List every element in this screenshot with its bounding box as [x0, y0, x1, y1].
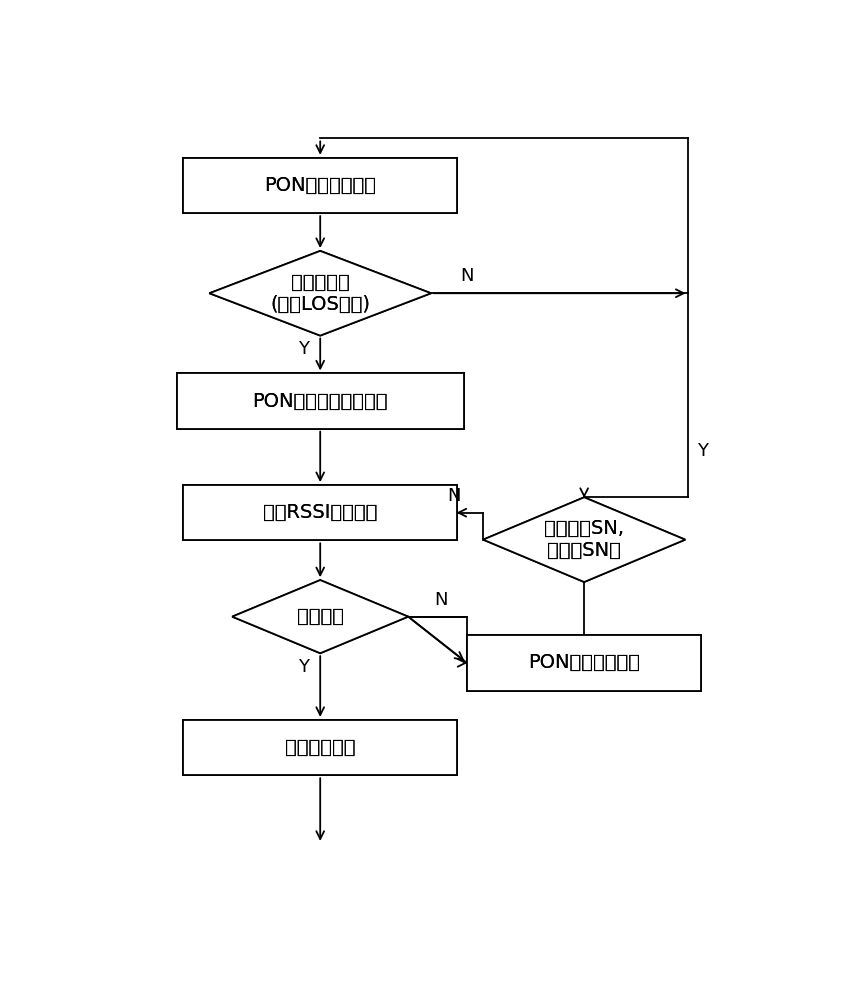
FancyBboxPatch shape — [467, 635, 701, 691]
Text: 有光信号: 有光信号 — [297, 607, 344, 626]
Text: Y: Y — [299, 658, 309, 676]
FancyBboxPatch shape — [183, 485, 458, 540]
FancyBboxPatch shape — [183, 158, 458, 213]
FancyBboxPatch shape — [183, 158, 458, 213]
Text: PON正常工作状态: PON正常工作状态 — [264, 176, 376, 195]
Polygon shape — [232, 580, 408, 653]
Polygon shape — [483, 497, 685, 582]
FancyBboxPatch shape — [177, 373, 463, 429]
Polygon shape — [232, 580, 408, 653]
Text: PON口不确定状态: PON口不确定状态 — [528, 653, 640, 672]
FancyBboxPatch shape — [177, 373, 463, 429]
Text: PON口非正常工作状态: PON口非正常工作状态 — [252, 392, 388, 411]
Text: 启动RSSI功率测量: 启动RSSI功率测量 — [263, 503, 378, 522]
Text: 启动探测过程: 启动探测过程 — [285, 738, 356, 757]
Polygon shape — [483, 497, 685, 582]
Polygon shape — [209, 251, 431, 336]
Polygon shape — [209, 251, 431, 336]
FancyBboxPatch shape — [183, 485, 458, 540]
Text: 周期轮询SN,
能发现SN吗: 周期轮询SN, 能发现SN吗 — [544, 519, 624, 560]
Text: 启动探测过程: 启动探测过程 — [285, 738, 356, 757]
Text: N: N — [460, 267, 473, 285]
Text: 启动RSSI功率测量: 启动RSSI功率测量 — [263, 503, 378, 522]
Text: PON正常工作状态: PON正常工作状态 — [264, 176, 376, 195]
FancyBboxPatch shape — [467, 635, 701, 691]
Text: 周期轮询SN,
能发现SN吗: 周期轮询SN, 能发现SN吗 — [544, 519, 624, 560]
Text: PON口非正常工作状态: PON口非正常工作状态 — [252, 392, 388, 411]
Text: N: N — [447, 487, 461, 505]
FancyBboxPatch shape — [183, 720, 458, 775]
Text: PON口不确定状态: PON口不确定状态 — [528, 653, 640, 672]
Text: Y: Y — [697, 442, 708, 460]
Text: 检测到异常
(例如LOS告警): 检测到异常 (例如LOS告警) — [270, 273, 370, 314]
Text: 检测到异常
(例如LOS告警): 检测到异常 (例如LOS告警) — [270, 273, 370, 314]
Text: Y: Y — [299, 340, 309, 358]
Text: 有光信号: 有光信号 — [297, 607, 344, 626]
FancyBboxPatch shape — [183, 720, 458, 775]
Text: N: N — [434, 591, 447, 609]
